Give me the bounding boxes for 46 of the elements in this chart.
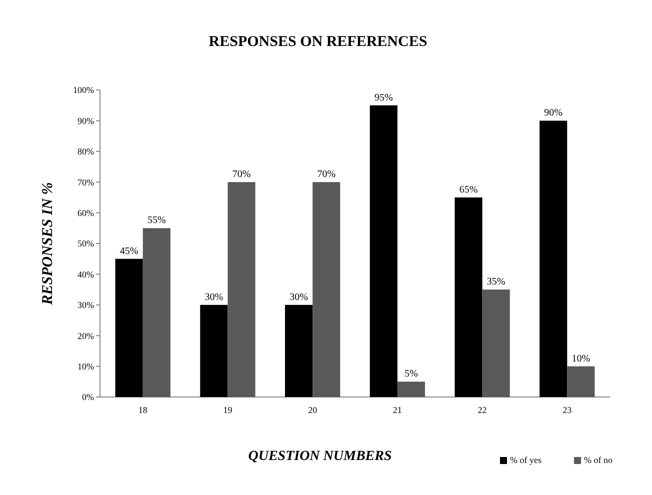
data-label: 65% <box>459 184 478 196</box>
y-tick-label: 30% <box>78 300 94 310</box>
data-label: 55% <box>147 215 166 226</box>
bar <box>397 382 426 397</box>
data-label: 30% <box>290 292 308 303</box>
legend-label: % of no <box>584 455 613 465</box>
data-label: 30% <box>204 292 224 303</box>
bar <box>370 105 398 397</box>
bar <box>454 197 482 397</box>
data-label: 90% <box>544 108 563 119</box>
bar <box>482 290 510 397</box>
bar <box>312 182 340 397</box>
data-label: 70% <box>232 169 251 180</box>
bar <box>567 366 595 397</box>
x-axis-title: QUESTION NUMBERS <box>248 449 392 464</box>
y-tick-label: 0% <box>82 392 94 402</box>
data-label: 45% <box>120 246 138 257</box>
data-label: 5% <box>404 368 418 380</box>
y-tick-label: 70% <box>78 177 94 188</box>
x-tick-label: 18 <box>138 405 148 415</box>
bar <box>284 304 313 397</box>
data-label: 35% <box>486 276 506 288</box>
y-tick-label: 20% <box>78 330 94 341</box>
y-tick-label: 50% <box>78 238 94 249</box>
y-tick-label: 60% <box>78 208 94 218</box>
y-axis-title: RESPONSES IN % <box>40 182 56 306</box>
y-tick-label: 10% <box>78 361 94 372</box>
x-tick-label: 19 <box>223 405 233 415</box>
x-tick-label: 23 <box>562 405 572 415</box>
bar <box>142 228 170 397</box>
chart-title: RESPONSES ON REFERENCES <box>208 34 428 50</box>
data-label: 70% <box>317 169 336 180</box>
y-tick-label: 100% <box>73 85 94 96</box>
x-tick-label: 20 <box>308 405 318 415</box>
data-label: 95% <box>374 92 393 104</box>
y-tick-label: 40% <box>78 269 94 280</box>
bar <box>200 304 228 397</box>
bar <box>115 258 143 397</box>
x-tick-label: 22 <box>478 405 487 415</box>
data-label: 10% <box>572 353 590 364</box>
legend-label: % of yes <box>510 455 542 465</box>
y-tick-label: 80% <box>78 146 94 157</box>
bar <box>228 182 256 397</box>
bar <box>540 120 568 397</box>
y-tick-label: 90% <box>78 116 94 126</box>
x-tick-label: 21 <box>392 405 402 415</box>
